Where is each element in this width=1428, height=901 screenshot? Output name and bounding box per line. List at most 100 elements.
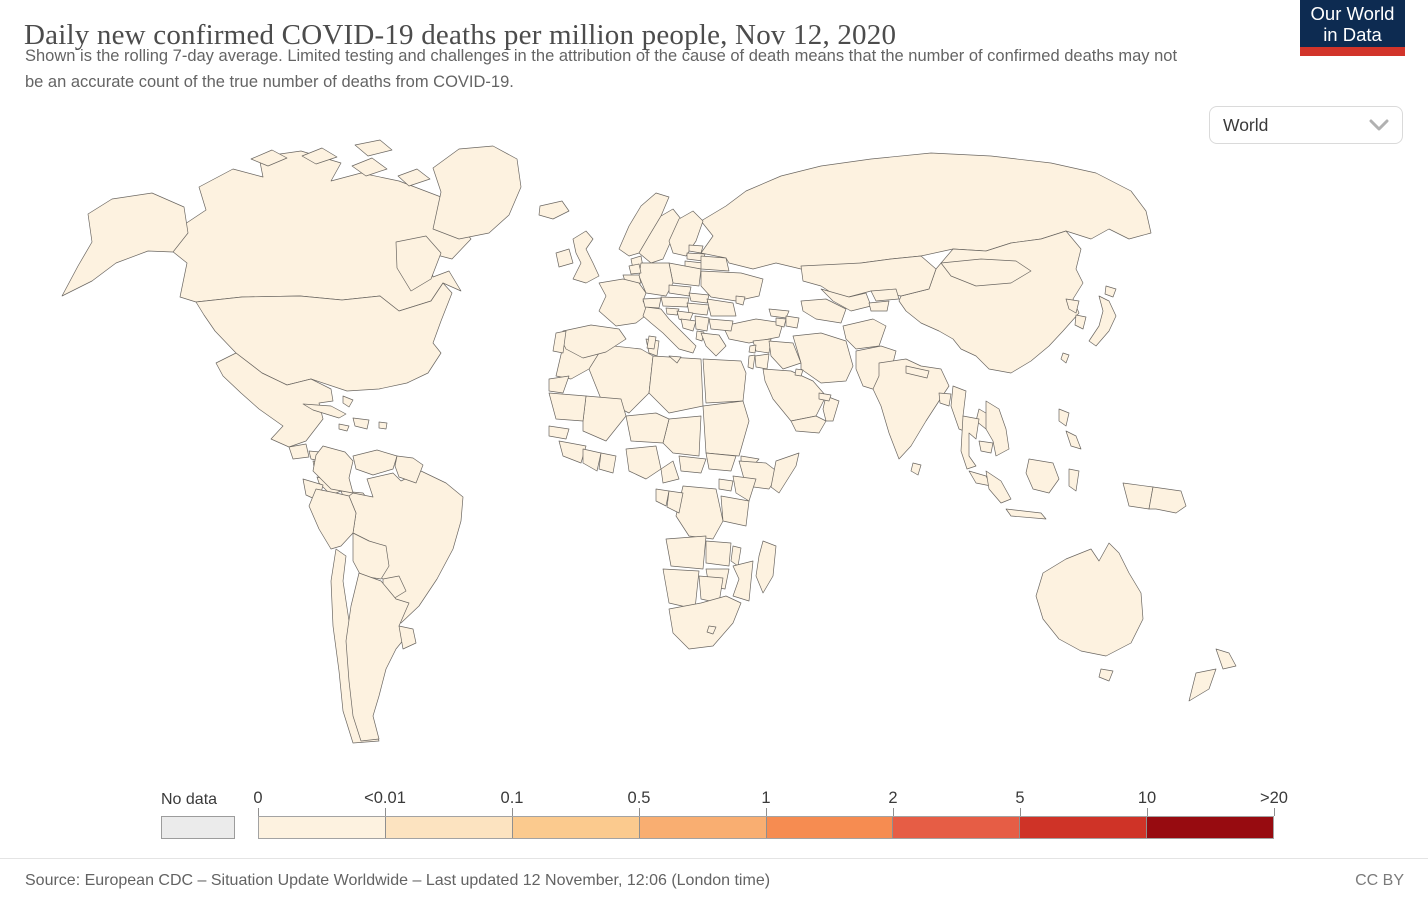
country-oman[interactable] [822, 395, 840, 422]
country-canada[interactable] [171, 150, 472, 312]
country-south-sudan[interactable] [705, 452, 737, 472]
country-hispaniola[interactable] [352, 417, 370, 430]
country-afghanistan[interactable] [842, 318, 887, 350]
country-tajikistan[interactable] [868, 300, 890, 312]
country-philippines[interactable] [1058, 408, 1070, 427]
country-moldova[interactable] [735, 295, 746, 306]
country-tasmania[interactable] [1098, 668, 1114, 682]
country-nepal[interactable] [905, 365, 930, 379]
country-indonesia[interactable] [1025, 458, 1060, 494]
country-ivory-coast[interactable] [582, 448, 602, 472]
country-serbia[interactable] [694, 315, 710, 332]
country-iran[interactable] [792, 332, 854, 384]
country-indonesia[interactable] [1068, 468, 1080, 492]
country-belarus[interactable] [700, 255, 730, 272]
country-azerbaijan[interactable] [785, 315, 800, 329]
legend-color-swatch[interactable] [385, 817, 513, 838]
country-angola[interactable] [665, 535, 707, 570]
country-philippines[interactable] [1065, 430, 1082, 450]
country-japan[interactable] [1088, 295, 1117, 347]
country-chad[interactable] [662, 415, 702, 457]
country-south-korea[interactable] [1074, 314, 1087, 330]
country-lesotho[interactable] [706, 625, 717, 635]
country-tanzania[interactable] [720, 495, 750, 527]
country-new-zealand[interactable] [1215, 648, 1237, 670]
country-turkey[interactable] [722, 318, 784, 344]
country-mauritania[interactable] [548, 392, 587, 422]
country-iceland[interactable] [538, 200, 570, 220]
country-sudan[interactable] [702, 400, 750, 457]
country-finland[interactable] [668, 210, 704, 257]
country-lebanon[interactable] [748, 344, 757, 354]
country-italy[interactable] [646, 335, 657, 350]
country-slovakia[interactable] [688, 292, 710, 304]
country-ireland[interactable] [555, 248, 574, 268]
country-taiwan[interactable] [1060, 352, 1070, 364]
country-indonesia[interactable] [1122, 482, 1154, 510]
country-uk[interactable] [572, 230, 600, 284]
legend-color-swatch[interactable] [512, 817, 640, 838]
country-greenland[interactable] [432, 145, 522, 240]
country-canada[interactable] [351, 157, 388, 177]
country-bolivia[interactable] [352, 532, 390, 580]
country-switzerland[interactable] [642, 297, 662, 309]
legend-color-swatch[interactable] [1147, 817, 1273, 838]
country-namibia[interactable] [662, 568, 700, 610]
country-north-korea[interactable] [1065, 298, 1080, 314]
country-car[interactable] [678, 455, 707, 474]
country-estonia[interactable] [688, 244, 704, 254]
country-portugal[interactable] [552, 330, 567, 354]
country-bulgaria[interactable] [708, 318, 734, 332]
country-malawi[interactable] [730, 545, 742, 567]
country-netherlands[interactable] [628, 263, 642, 275]
country-italy[interactable] [642, 306, 697, 354]
country-thailand[interactable] [960, 415, 980, 470]
country-gabon[interactable] [655, 488, 670, 507]
country-slovenia[interactable] [665, 307, 680, 316]
country-usa[interactable] [61, 192, 189, 297]
country-greece[interactable] [700, 332, 727, 357]
country-uae[interactable] [818, 392, 832, 402]
country-uganda[interactable] [718, 478, 734, 492]
country-kenya[interactable] [732, 475, 757, 502]
country-guinea[interactable] [558, 440, 587, 464]
country-romania[interactable] [706, 298, 737, 317]
owid-logo[interactable]: Our World in Data [1300, 0, 1405, 56]
country-norway[interactable] [618, 192, 670, 257]
no-data-swatch[interactable] [161, 816, 235, 839]
country-somalia[interactable] [770, 452, 800, 494]
country-bangladesh[interactable] [938, 392, 952, 407]
country-cameroon[interactable] [660, 460, 680, 484]
country-western-sahara[interactable] [548, 375, 570, 394]
region-dropdown[interactable]: World [1209, 106, 1403, 144]
country-madagascar[interactable] [755, 540, 777, 594]
country-hungary[interactable] [686, 302, 710, 316]
country-ghana[interactable] [598, 452, 617, 474]
country-drc[interactable] [675, 485, 724, 540]
country-yemen[interactable] [790, 415, 827, 434]
country-kuwait[interactable] [794, 368, 804, 377]
country-puerto-rico[interactable] [378, 421, 388, 430]
country-italy[interactable] [668, 355, 682, 364]
country-guyanas[interactable] [394, 455, 424, 484]
country-indonesia[interactable] [1005, 508, 1047, 520]
country-armenia[interactable] [775, 317, 787, 328]
country-jamaica[interactable] [338, 423, 350, 432]
country-colombia[interactable] [312, 445, 354, 494]
country-indonesia[interactable] [985, 470, 1012, 504]
country-mongolia[interactable] [940, 258, 1032, 287]
country-israel[interactable] [747, 354, 756, 370]
country-libya[interactable] [648, 355, 704, 414]
country-congo[interactable] [666, 490, 684, 514]
country-canada[interactable] [397, 168, 431, 187]
country-vietnam[interactable] [985, 400, 1010, 457]
country-bahamas[interactable] [342, 395, 354, 408]
country-canada[interactable] [301, 147, 338, 165]
country-papua-new-guinea[interactable] [1148, 486, 1187, 514]
legend-color-swatch[interactable] [893, 817, 1021, 838]
country-guatemala[interactable] [288, 443, 310, 460]
country-mexico[interactable] [215, 352, 334, 448]
country-kyrgyzstan[interactable] [870, 288, 900, 302]
country-peru[interactable] [308, 488, 357, 550]
